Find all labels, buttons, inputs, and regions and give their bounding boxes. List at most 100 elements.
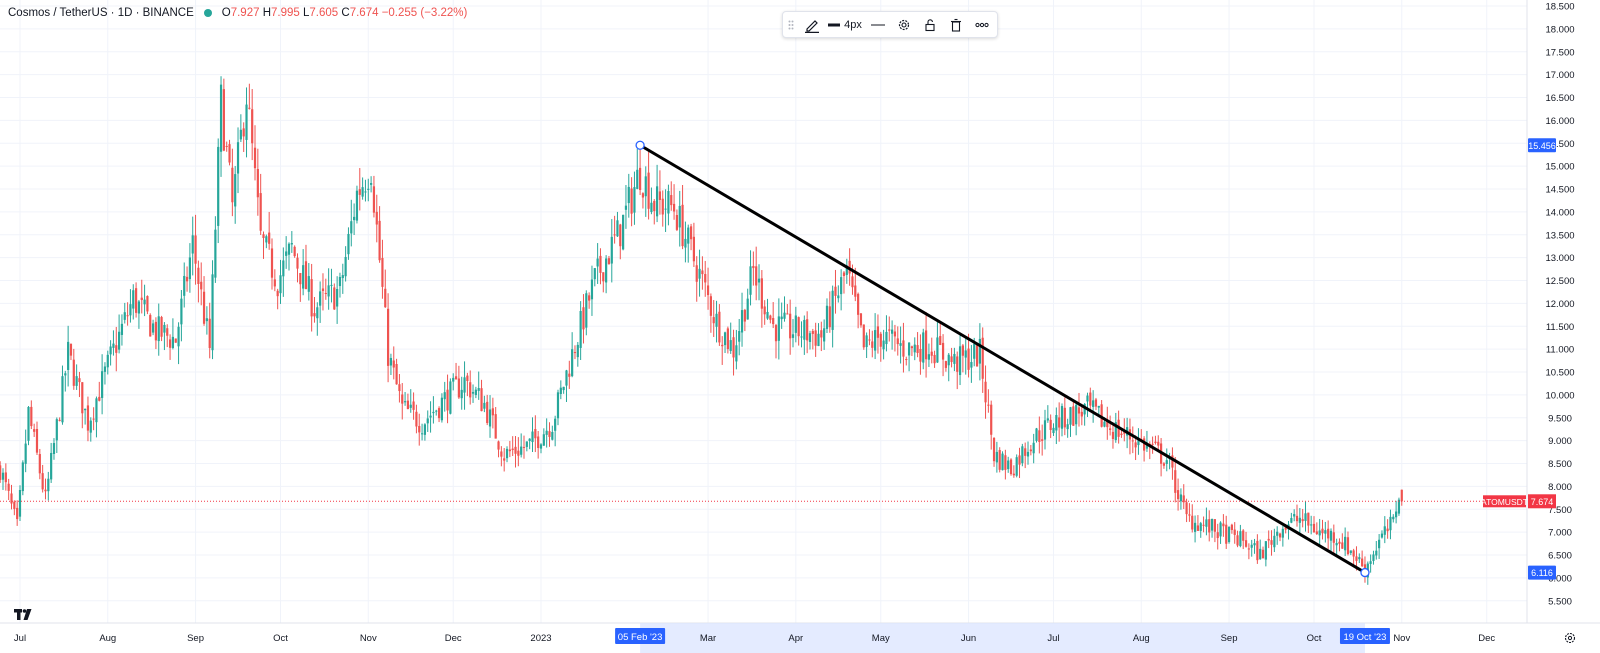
candle-body [58, 419, 61, 421]
candle [287, 242, 291, 271]
candle [469, 370, 472, 405]
candle-body [930, 351, 933, 356]
price-tick-label: 6.000 [1548, 573, 1572, 584]
candle-body [503, 458, 506, 461]
candle [944, 360, 948, 372]
candle-body [695, 265, 698, 282]
candle-body [998, 450, 1001, 470]
candle-body [641, 193, 645, 198]
candle [392, 346, 395, 380]
candle [865, 332, 868, 359]
more-icon[interactable] [969, 12, 995, 37]
candle [1145, 430, 1149, 452]
candle [1165, 448, 1168, 472]
candle [706, 267, 710, 310]
candle-body [1007, 460, 1010, 470]
candle-body [950, 356, 953, 363]
candle-body [13, 501, 16, 509]
candle-body [723, 332, 727, 346]
drag-handle-icon[interactable] [783, 12, 799, 37]
candle-body [480, 388, 483, 412]
gear-icon[interactable] [891, 12, 917, 37]
candle [891, 320, 894, 350]
candle-body [777, 316, 780, 341]
candle [389, 353, 393, 375]
candle [211, 260, 214, 360]
candle [35, 421, 39, 456]
candle [939, 322, 942, 346]
candle-body [633, 187, 636, 213]
candle-body [1310, 524, 1313, 526]
time-axis-marker [1339, 628, 1390, 644]
line-width-button[interactable]: 4px [825, 12, 865, 37]
candle-body [1, 472, 5, 480]
candle-body [1038, 430, 1041, 442]
candle [245, 87, 248, 158]
candle-body [1295, 515, 1299, 522]
candle [1072, 401, 1075, 426]
candle-body [1134, 442, 1137, 448]
tradingview-logo[interactable] [14, 608, 34, 626]
candle-body [786, 313, 789, 315]
candle-body [109, 346, 112, 355]
time-tick-label: Mar [700, 633, 716, 644]
candle-body [101, 371, 104, 398]
candle [633, 171, 636, 225]
candle [1400, 489, 1403, 506]
candle [321, 273, 325, 311]
candle-body [321, 288, 325, 292]
axis-settings-icon[interactable] [1564, 632, 1576, 644]
candle-body [1137, 437, 1140, 446]
candle-body [1298, 517, 1301, 523]
candle [253, 125, 257, 181]
candle [256, 148, 259, 216]
candle [607, 255, 611, 265]
candle-body [987, 404, 990, 406]
candle-body [183, 275, 186, 296]
candle [692, 222, 695, 267]
candle [355, 185, 359, 224]
symbol-title[interactable]: Cosmos / TetherUS · 1D · BINANCE [8, 7, 194, 19]
candle [92, 407, 95, 431]
trendline [639, 143, 1366, 574]
candle [160, 315, 163, 342]
candle-body [256, 168, 259, 198]
candle [825, 298, 829, 334]
candle-body [1378, 539, 1381, 549]
line-style-icon[interactable] [865, 12, 891, 37]
candle [902, 322, 905, 373]
candle [1281, 525, 1284, 547]
lock-icon[interactable] [917, 12, 943, 37]
candle [1114, 412, 1117, 443]
candle [1293, 509, 1296, 522]
candle [446, 374, 449, 424]
candle-body [1270, 540, 1273, 545]
candle-body [494, 414, 497, 439]
candle [723, 331, 727, 354]
pencil-icon[interactable] [799, 12, 825, 37]
candle-body [961, 345, 964, 356]
candle-body [1052, 427, 1055, 434]
candle [1049, 414, 1052, 439]
candle [1315, 522, 1318, 536]
candle-body [624, 205, 628, 210]
candle-body [596, 258, 599, 267]
candle [596, 243, 599, 284]
candle [103, 362, 107, 385]
candle [443, 381, 446, 412]
candle [913, 337, 916, 361]
candle-body [265, 236, 268, 243]
candle-body [837, 295, 840, 299]
candle-body [1026, 451, 1030, 457]
candle [259, 173, 262, 235]
trash-icon[interactable] [943, 12, 969, 37]
price-tick-label: 7.500 [1548, 505, 1572, 516]
candle-body [1191, 515, 1194, 530]
time-axis-marker [615, 628, 666, 644]
time-tick-label: Dec [445, 633, 462, 644]
candle-body [140, 297, 143, 301]
candle [627, 173, 630, 218]
candle [582, 294, 585, 344]
candle-body [47, 478, 50, 492]
